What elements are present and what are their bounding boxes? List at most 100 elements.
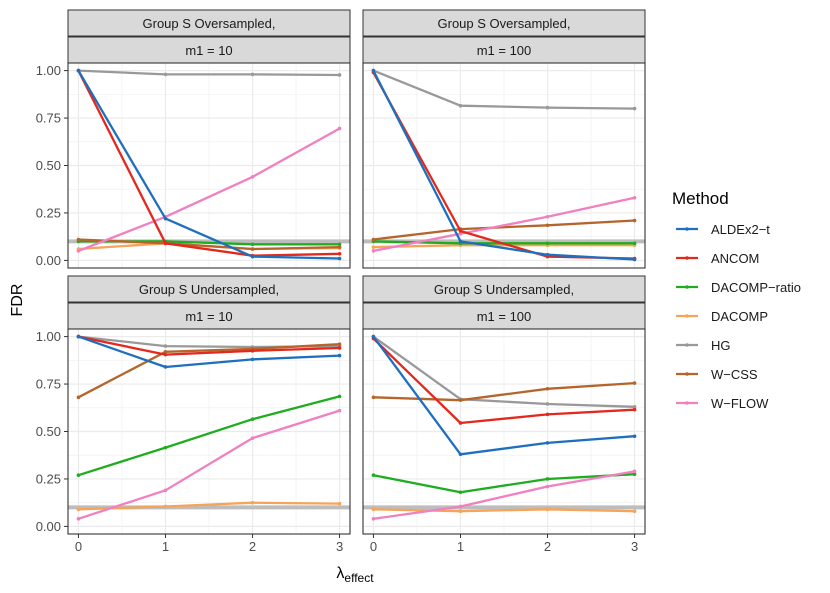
series-line-w-css [77,343,340,399]
data-point [163,344,168,348]
x-tick-label: 0 [370,539,377,554]
data-point [337,346,342,350]
legend-label: DACOMP [711,309,768,324]
legend-label: ANCOM [711,251,759,266]
data-point [545,441,550,445]
x-axis-label-sub: effect [344,571,374,585]
data-point [337,126,342,131]
series-line-hg [372,335,635,408]
data-point [632,407,637,412]
data-point [632,241,637,246]
strip-top-box [362,275,646,303]
series-line-dacomp [373,508,635,513]
legend-key-point [685,314,689,318]
data-point [76,395,81,400]
data-point [250,357,255,362]
strip-top-label: Group S Undersampled, [139,282,279,297]
series-line-w-css [373,381,635,402]
strip-bottom-label: m1 = 10 [185,43,232,58]
y-tick-label: 0.25 [36,471,61,486]
legend-label: DACOMP−ratio [711,280,801,295]
data-point [632,381,637,385]
legend-key-point [685,227,689,231]
data-point [250,436,255,440]
data-point [458,229,463,233]
legend-label: W−FLOW [711,396,769,411]
data-point [337,251,342,256]
data-point [76,249,81,253]
data-point [545,402,550,406]
series-line-w-css [78,238,340,251]
legend-key-point [685,372,689,376]
data-point [250,175,255,179]
series-line-dacomp [373,244,635,249]
data-point [250,500,255,505]
y-tick-label: 0.00 [36,253,61,268]
data-point [337,256,342,261]
strip-top-box [362,9,646,37]
data-point [632,106,637,111]
data-point [250,242,255,247]
data-point [163,216,168,221]
legend-label: ALDEx2−t [711,222,770,237]
series-line-w-flow [77,127,341,252]
data-point [632,257,637,262]
data-point [458,509,463,514]
data-point [163,352,168,357]
series-line-aldex2-t [77,70,340,260]
series-line-w-css [373,219,635,241]
data-point [545,241,550,246]
y-tick-label: 1.00 [36,63,61,78]
data-point [371,395,376,400]
data-point [545,214,550,219]
data-point [371,245,376,249]
data-point [76,517,81,521]
data-point [163,349,168,354]
data-point [632,195,637,200]
data-point [337,73,342,77]
series-line-w-flow [373,470,635,520]
x-tick-label: 3 [336,539,343,554]
data-point [545,386,550,391]
plot-border [362,328,646,535]
data-point [458,103,463,108]
legend-items: ALDEx2−t ANCOM DACOMP−ratio DACOMP HG W−CSS W−… [676,222,801,411]
data-point [458,490,463,495]
data-point [371,68,376,73]
strip-bottom-box [362,302,646,330]
series-line-ancom [77,70,340,257]
strip-top-label: Group S Oversampled, [143,16,276,31]
data-point [250,254,255,259]
legend: Method ALDEx2−t ANCOM DACOMP−ratio DACOMP HG… [672,189,801,411]
legend-key-point [685,401,689,405]
data-point [371,507,376,512]
data-point [163,488,168,493]
panel-0: Group S Oversampled, m1 = 10 0.00 0.25 0.50 0… [36,9,351,269]
data-point [163,504,168,509]
data-point [76,507,81,512]
strip-bottom-label: m1 = 100 [477,43,532,58]
legend-label: W−CSS [711,367,758,382]
panel-1: Group S Oversampled, m1 = 100 [362,9,646,269]
x-tick-label: 0 [75,539,82,554]
series-line-dacomp-ratio [373,473,635,494]
y-tick-label: 0.25 [36,205,61,220]
data-point [163,72,168,77]
y-tick-label: 0.75 [36,111,61,126]
series-line-aldex2-t [78,335,340,369]
data-point [632,472,637,477]
legend-label: HG [711,338,731,353]
strip-top-label: Group S Oversampled, [438,16,571,31]
strip-bottom-label: m1 = 100 [477,309,532,324]
data-point [458,232,463,236]
legend-key-point [685,256,689,260]
data-point [337,242,342,247]
data-point [163,241,168,246]
data-point [250,72,255,77]
series-line-ancom [372,337,635,425]
y-tick-label: 0.75 [36,377,61,392]
data-point [545,223,550,228]
strip-bottom-label: m1 = 10 [185,309,232,324]
data-point [545,252,550,257]
